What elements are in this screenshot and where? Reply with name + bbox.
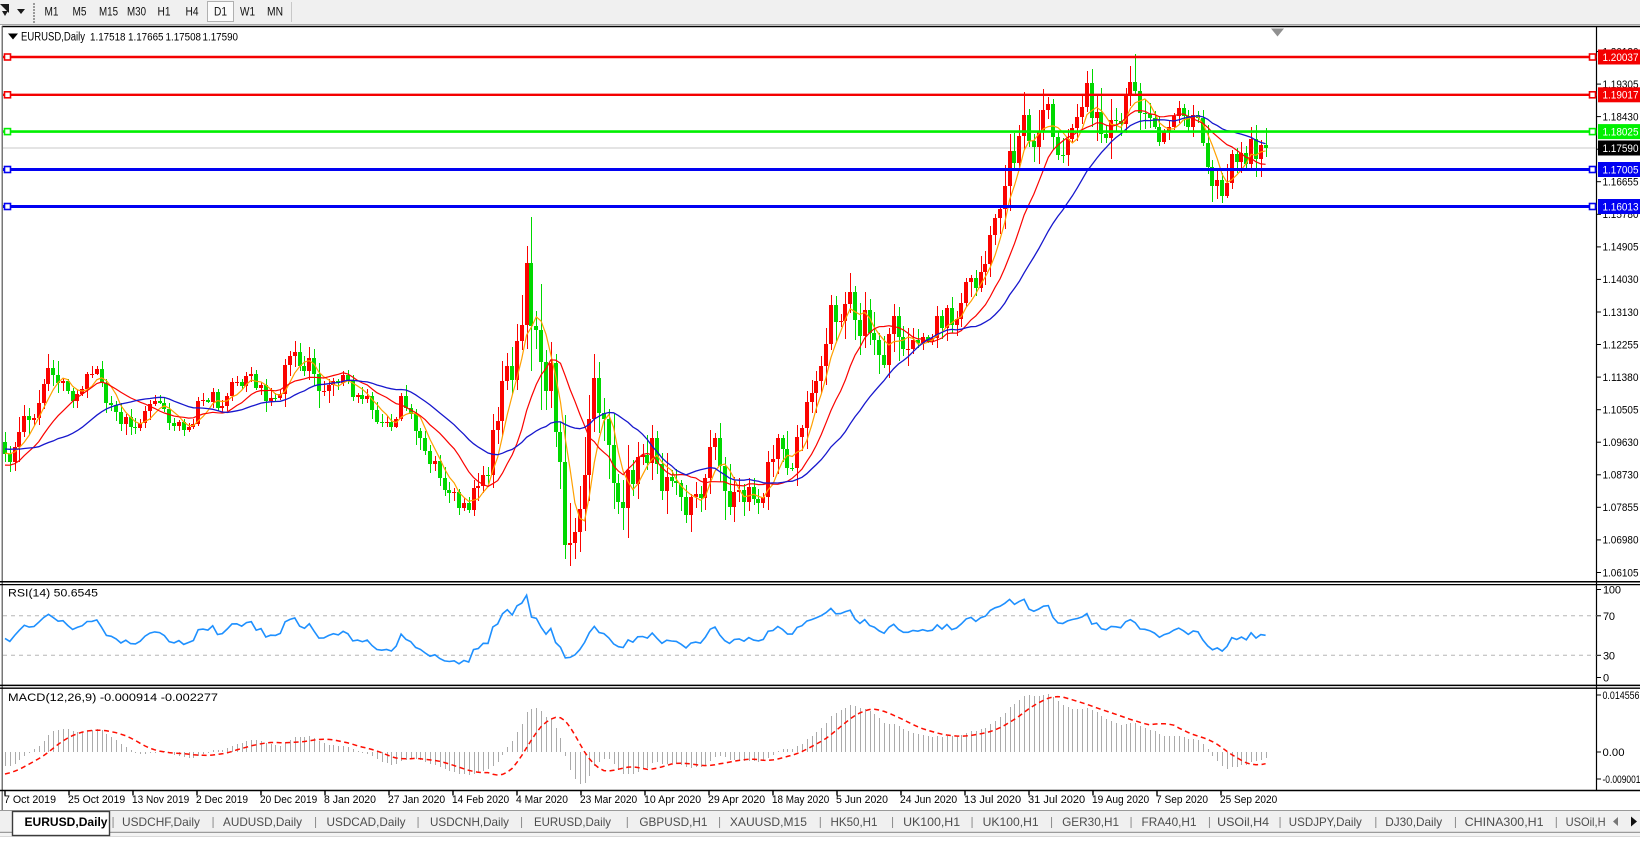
svg-text:31 Jul 2020: 31 Jul 2020 — [1028, 794, 1085, 806]
svg-text:|: | — [626, 815, 629, 829]
svg-text:0: 0 — [1603, 673, 1609, 685]
svg-text:M1: M1 — [45, 7, 59, 19]
svg-text:AUDUSD,Daily: AUDUSD,Daily — [223, 815, 302, 829]
svg-text:UK100,H1: UK100,H1 — [903, 815, 960, 829]
svg-text:1.17508: 1.17508 — [166, 32, 202, 44]
svg-text:13 Nov 2019: 13 Nov 2019 — [132, 794, 189, 806]
svg-text:0.00: 0.00 — [1603, 747, 1625, 759]
svg-text:|: | — [112, 815, 115, 829]
svg-text:HK50,H1: HK50,H1 — [831, 815, 878, 829]
svg-text:USDCHF,Daily: USDCHF,Daily — [122, 815, 200, 829]
svg-text:XAUUSD,M15: XAUUSD,M15 — [730, 815, 807, 829]
svg-text:|: | — [1050, 815, 1053, 829]
svg-text:23 Mar 2020: 23 Mar 2020 — [580, 794, 637, 806]
svg-text:30: 30 — [1603, 650, 1615, 662]
svg-text:UK100,H1: UK100,H1 — [983, 815, 1039, 829]
svg-text:1.06105: 1.06105 — [1603, 567, 1639, 579]
svg-text:70: 70 — [1603, 611, 1615, 623]
svg-text:USOil,H4: USOil,H4 — [1217, 815, 1269, 829]
svg-text:H4: H4 — [186, 7, 200, 19]
svg-text:|: | — [1555, 815, 1558, 829]
svg-text:7 Oct 2019: 7 Oct 2019 — [4, 794, 56, 806]
svg-text:USDJPY,Daily: USDJPY,Daily — [1289, 815, 1362, 829]
svg-text:13 Jul 2020: 13 Jul 2020 — [964, 794, 1021, 806]
svg-text:1.14905: 1.14905 — [1603, 242, 1639, 254]
svg-text:|: | — [891, 815, 894, 829]
svg-text:1.09630: 1.09630 — [1603, 437, 1639, 449]
svg-text:1.14030: 1.14030 — [1603, 274, 1639, 286]
svg-text:100: 100 — [1603, 585, 1621, 597]
svg-text:14 Feb 2020: 14 Feb 2020 — [452, 794, 509, 806]
svg-text:1.17665: 1.17665 — [128, 32, 164, 44]
svg-text:|: | — [1454, 815, 1457, 829]
svg-text:MN: MN — [267, 7, 283, 19]
svg-text:M30: M30 — [127, 7, 146, 19]
svg-text:29 Apr 2020: 29 Apr 2020 — [708, 794, 765, 806]
svg-text:1.16013: 1.16013 — [1603, 201, 1639, 213]
svg-text:EURUSD,Daily: EURUSD,Daily — [534, 815, 611, 829]
svg-text:1.08730: 1.08730 — [1603, 470, 1639, 482]
svg-text:1.17518: 1.17518 — [90, 32, 126, 44]
svg-text:4 Mar 2020: 4 Mar 2020 — [516, 794, 568, 806]
svg-text:2 Dec 2019: 2 Dec 2019 — [196, 794, 248, 806]
svg-text:USOil,H: USOil,H — [1566, 815, 1606, 829]
svg-text:18 May 2020: 18 May 2020 — [772, 794, 829, 806]
svg-text:10 Apr 2020: 10 Apr 2020 — [644, 794, 701, 806]
svg-text:USDCNH,Daily: USDCNH,Daily — [430, 815, 509, 829]
svg-text:H1: H1 — [158, 7, 171, 19]
svg-text:M5: M5 — [73, 7, 87, 19]
svg-text:24 Jun 2020: 24 Jun 2020 — [900, 794, 957, 806]
svg-text:7 Sep 2020: 7 Sep 2020 — [1156, 794, 1208, 806]
svg-text:-0.009001: -0.009001 — [1603, 774, 1640, 786]
svg-text:1.18430: 1.18430 — [1603, 111, 1639, 123]
svg-text:20 Dec 2019: 20 Dec 2019 — [260, 794, 317, 806]
svg-text:19 Aug 2020: 19 Aug 2020 — [1092, 794, 1149, 806]
svg-text:25 Oct 2019: 25 Oct 2019 — [68, 794, 125, 806]
svg-text:25 Sep 2020: 25 Sep 2020 — [1220, 794, 1277, 806]
svg-text:1.06980: 1.06980 — [1603, 535, 1639, 547]
svg-text:RSI(14) 50.6545: RSI(14) 50.6545 — [8, 588, 98, 600]
svg-text:1.17005: 1.17005 — [1603, 164, 1639, 176]
svg-text:FRA40,H1: FRA40,H1 — [1142, 815, 1197, 829]
svg-text:EURUSD,Daily: EURUSD,Daily — [25, 815, 108, 829]
svg-text:DJ30,Daily: DJ30,Daily — [1385, 815, 1442, 829]
svg-text:EURUSD,Daily: EURUSD,Daily — [21, 32, 85, 44]
svg-text:1.10505: 1.10505 — [1603, 405, 1639, 417]
svg-text:5 Jun 2020: 5 Jun 2020 — [836, 794, 888, 806]
svg-text:D1: D1 — [214, 7, 227, 19]
svg-text:|: | — [520, 815, 523, 829]
svg-text:8 Jan 2020: 8 Jan 2020 — [324, 794, 376, 806]
svg-text:1.11380: 1.11380 — [1603, 372, 1639, 384]
svg-text:1.12255: 1.12255 — [1603, 339, 1639, 351]
svg-text:M15: M15 — [99, 7, 118, 19]
svg-text:1.07855: 1.07855 — [1603, 502, 1639, 514]
svg-text:|: | — [1130, 815, 1133, 829]
svg-text:GBPUSD,H1: GBPUSD,H1 — [639, 815, 707, 829]
svg-text:|: | — [212, 815, 215, 829]
svg-text:1.17590: 1.17590 — [1603, 143, 1639, 155]
svg-text:W1: W1 — [240, 7, 255, 19]
svg-text:1.17590: 1.17590 — [203, 32, 239, 44]
svg-text:|: | — [971, 815, 974, 829]
svg-text:|: | — [718, 815, 721, 829]
svg-text:|: | — [819, 815, 822, 829]
svg-text:0.014556: 0.014556 — [1603, 690, 1640, 702]
svg-text:|: | — [1208, 815, 1211, 829]
svg-text:|: | — [1279, 815, 1282, 829]
svg-text:CHINA300,H1: CHINA300,H1 — [1465, 815, 1544, 829]
svg-text:1.13130: 1.13130 — [1603, 307, 1639, 319]
svg-text:1.19017: 1.19017 — [1603, 90, 1639, 102]
svg-text:GER30,H1: GER30,H1 — [1062, 815, 1119, 829]
svg-text:|: | — [417, 815, 420, 829]
svg-text:1.20037: 1.20037 — [1603, 52, 1639, 64]
svg-text:|: | — [314, 815, 317, 829]
svg-text:1.18025: 1.18025 — [1603, 126, 1639, 138]
svg-text:USDCAD,Daily: USDCAD,Daily — [327, 815, 406, 829]
svg-text:MACD(12,26,9) -0.000914 -0.002: MACD(12,26,9) -0.000914 -0.002277 — [8, 692, 218, 704]
svg-text:1.16655: 1.16655 — [1603, 177, 1639, 189]
svg-text:|: | — [1374, 815, 1377, 829]
svg-text:27 Jan 2020: 27 Jan 2020 — [388, 794, 445, 806]
